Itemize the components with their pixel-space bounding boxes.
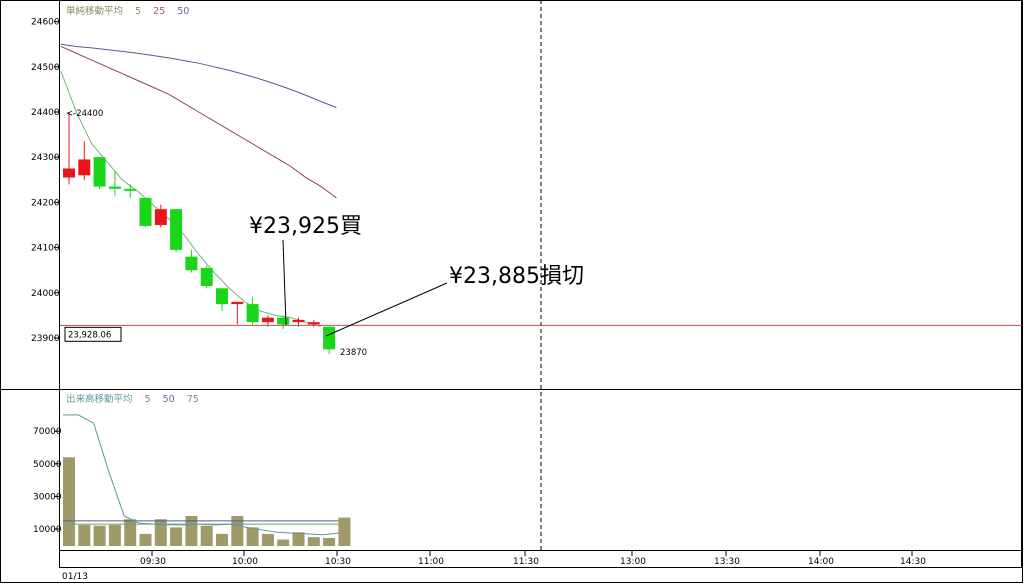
volume-bar — [139, 533, 152, 546]
candle-body — [216, 288, 228, 305]
price-y-tick-label: 24300 — [31, 153, 60, 163]
volume-bar — [93, 525, 106, 546]
volume-legend-p1: 5 — [145, 394, 151, 405]
candle-body — [139, 197, 152, 226]
price-y-tick-label: 24600 — [31, 18, 60, 28]
volume-bar — [292, 532, 305, 546]
volume-ma5-line — [63, 414, 339, 536]
candlesticks — [63, 112, 336, 354]
candle-body — [323, 326, 336, 350]
volume-y-axis: 10000 30000 50000 70000 — [33, 427, 62, 535]
volume-bar — [63, 457, 75, 546]
price-y-tick-label: 23900 — [31, 334, 60, 344]
candle-body — [246, 304, 259, 323]
price-y-tick-label: 24500 — [31, 63, 60, 73]
price-y-tick-label: 24000 — [31, 289, 60, 299]
x-tick-label: 14:30 — [900, 557, 926, 567]
candle-body — [63, 168, 75, 178]
volume-y-tick-label: 50000 — [33, 460, 62, 470]
x-tick-label: 09:30 — [140, 557, 166, 567]
volume-bar — [323, 537, 336, 546]
volume-y-tick-label: 70000 — [33, 427, 62, 437]
time-x-axis: 09:30 10:00 10:30 11:00 11:30 13:00 13:30 14:00… — [140, 551, 926, 567]
volume-bar — [246, 527, 259, 546]
price-y-tick-label: 24200 — [31, 198, 60, 208]
current-price-box — [64, 326, 122, 342]
buy-annotation: ¥23,925買 — [249, 214, 362, 239]
price-y-axis: 23900 24000 24100 24200 24300 24400 24500 24600 — [31, 18, 60, 344]
x-tick-label: 13:00 — [620, 557, 646, 567]
x-tick-label: 11:00 — [418, 557, 444, 567]
candle-body — [78, 159, 91, 176]
volume-bar — [108, 524, 121, 546]
volume-legend-p2: 50 — [163, 394, 175, 405]
volume-moving-averages — [63, 414, 339, 536]
candle-body — [124, 188, 137, 191]
candle-body — [93, 157, 106, 187]
low-marker: 23870 — [340, 348, 367, 358]
candle-body — [185, 256, 198, 271]
date-label: 01/13 — [62, 572, 88, 582]
x-tick-label: 11:30 — [513, 557, 539, 567]
x-tick-label: 10:00 — [232, 557, 258, 567]
volume-y-tick-label: 30000 — [33, 492, 62, 502]
candle-body — [200, 267, 213, 287]
buy-pointer-line — [282, 239, 287, 326]
volume-bar — [185, 515, 198, 546]
volume-bar — [231, 515, 244, 546]
candle-body — [292, 319, 305, 323]
price-legend: 単純移動平均 5 25 50 — [66, 5, 189, 17]
candle-body — [231, 301, 244, 305]
volume-y-tick-label: 10000 — [33, 525, 62, 535]
volume-bar — [124, 519, 137, 546]
ma25-line — [60, 46, 337, 199]
candle-body — [261, 317, 274, 323]
candle-body — [170, 209, 183, 250]
high-marker: <-24400 — [66, 109, 103, 119]
price-y-tick-label: 24100 — [31, 244, 60, 254]
volume-bar — [338, 517, 351, 546]
volume-bar — [154, 519, 167, 546]
volume-legend-p3: 75 — [187, 394, 199, 405]
volume-legend: 出来高移動平均 5 50 75 — [66, 393, 199, 405]
stop-pointer-line — [325, 282, 448, 337]
volume-bar — [200, 525, 213, 546]
volume-bar — [216, 533, 228, 546]
candle-body — [154, 209, 167, 225]
x-tick-label: 14:00 — [808, 557, 834, 567]
candle-body — [108, 186, 121, 189]
candle-body — [277, 317, 290, 325]
volume-bar — [170, 527, 183, 546]
price-legend-label: 単純移動平均 — [66, 5, 123, 17]
candle-body — [307, 322, 320, 325]
volume-legend-label: 出来高移動平均 — [66, 393, 133, 405]
price-y-tick-label: 24400 — [31, 108, 60, 118]
price-legend-p1: 5 — [135, 6, 141, 17]
stop-annotation: ¥23,885損切 — [449, 264, 584, 289]
ma50-line — [60, 43, 337, 108]
volume-bar — [307, 537, 320, 546]
x-tick-label: 13:30 — [714, 557, 740, 567]
x-tick-label: 10:30 — [325, 557, 351, 567]
volume-bar — [261, 533, 274, 546]
price-legend-p2: 25 — [153, 6, 165, 17]
price-legend-p3: 50 — [177, 6, 189, 17]
volume-bar — [277, 539, 290, 546]
volume-bar — [78, 524, 91, 546]
current-price-label: 23,928.06 — [68, 330, 111, 340]
